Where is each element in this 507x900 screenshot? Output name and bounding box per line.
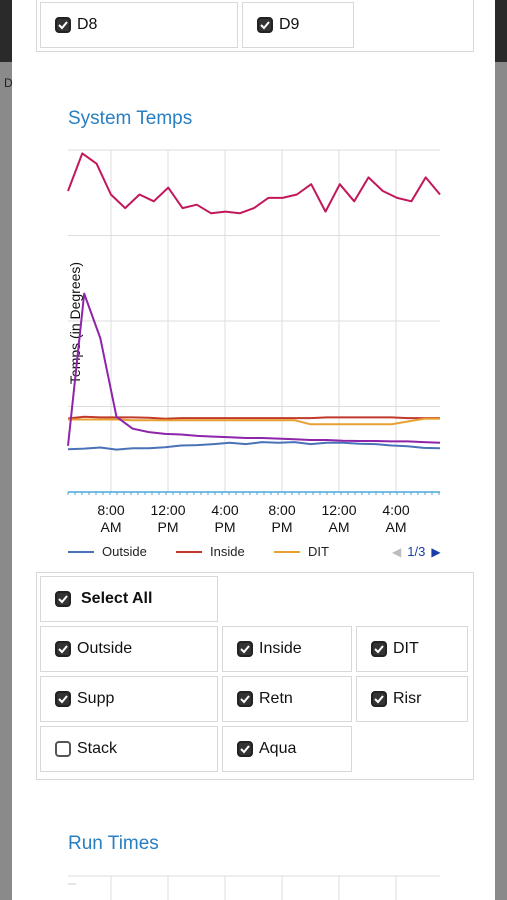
checkbox-outside[interactable]: Outside (40, 626, 218, 672)
checkbox-icon (55, 17, 71, 33)
legend-item-outside[interactable]: Outside (68, 544, 147, 559)
x-tick-label: 8:00 PM (268, 502, 296, 535)
checkbox-label: Supp (77, 690, 115, 707)
system-temps-chart[interactable] (12, 0, 495, 560)
x-tick-label: 12:00 PM (150, 502, 186, 535)
checkbox-d8[interactable]: D8 (40, 2, 238, 48)
legend-next-arrow-icon[interactable]: ▶ (431, 544, 441, 559)
legend-swatch (274, 550, 300, 553)
series-line-outside (67, 441, 441, 451)
background-right-edge (495, 62, 507, 900)
checkbox-label: Inside (259, 640, 302, 657)
checkbox-icon (371, 641, 387, 657)
legend-label: Outside (102, 544, 147, 559)
x-tick-label: 4:00 AM (382, 502, 410, 535)
series-line-supp (67, 292, 441, 446)
checkbox-aqua[interactable]: Aqua (222, 726, 352, 772)
checkbox-icon (371, 691, 387, 707)
legend-label: DIT (308, 544, 329, 559)
checkbox-dit[interactable]: DIT (356, 626, 468, 672)
series-line-dit (68, 417, 440, 426)
checkbox-supp[interactable]: Supp (40, 676, 218, 722)
checkbox-stack[interactable]: Stack (40, 726, 218, 772)
legend-item-inside[interactable]: Inside (176, 544, 245, 559)
checkbox-label: D9 (279, 16, 300, 33)
background-text: D (4, 76, 13, 90)
checkbox-risr[interactable]: Risr (356, 676, 468, 722)
checkbox-inside[interactable]: Inside (222, 626, 352, 672)
select-all-checkbox[interactable]: Select All (40, 576, 218, 622)
checkbox-icon (237, 691, 253, 707)
checkbox-label: Risr (393, 690, 422, 707)
series-line-retn (67, 152, 441, 215)
checkbox-icon (257, 17, 273, 33)
checkbox-label: Retn (259, 690, 293, 707)
checkbox-label: Aqua (259, 740, 297, 757)
checkbox-label: Select All (81, 590, 153, 607)
legend-item-dit[interactable]: DIT (274, 544, 329, 559)
x-tick-label: 8:00 AM (97, 502, 125, 535)
checkbox-icon (55, 641, 71, 657)
legend-swatch (68, 550, 94, 553)
background-left-edge: D (0, 62, 13, 900)
series-line-inside (67, 415, 440, 420)
checkbox-icon (55, 591, 71, 607)
system-temps-title: System Temps (68, 108, 193, 129)
run-times-chart (68, 875, 440, 900)
legend-page-indicator: 1/3 (407, 544, 426, 559)
legend-swatch (176, 550, 202, 553)
modal-panel: D8 D9 System Temps Temps.(in Degrees) 8:… (12, 0, 495, 900)
checkbox-icon (55, 741, 71, 757)
checkbox-label: Outside (77, 640, 133, 657)
checkbox-d9[interactable]: D9 (242, 2, 354, 48)
x-tick-label: 12:00 AM (321, 502, 357, 535)
checkbox-retn[interactable]: Retn (222, 676, 352, 722)
x-tick-label: 4:00 PM (211, 502, 239, 535)
checkbox-icon (237, 641, 253, 657)
checkbox-label: D8 (77, 16, 98, 33)
legend-prev-arrow-icon[interactable]: ◀ (392, 544, 402, 559)
run-times-title: Run Times (68, 833, 159, 854)
legend-pager: ◀ 1/3 ▶ (392, 544, 441, 559)
checkbox-icon (237, 741, 253, 757)
checkbox-icon (55, 691, 71, 707)
checkbox-label: Stack (77, 740, 118, 757)
legend-label: Inside (210, 544, 245, 559)
checkbox-label: DIT (393, 640, 419, 657)
